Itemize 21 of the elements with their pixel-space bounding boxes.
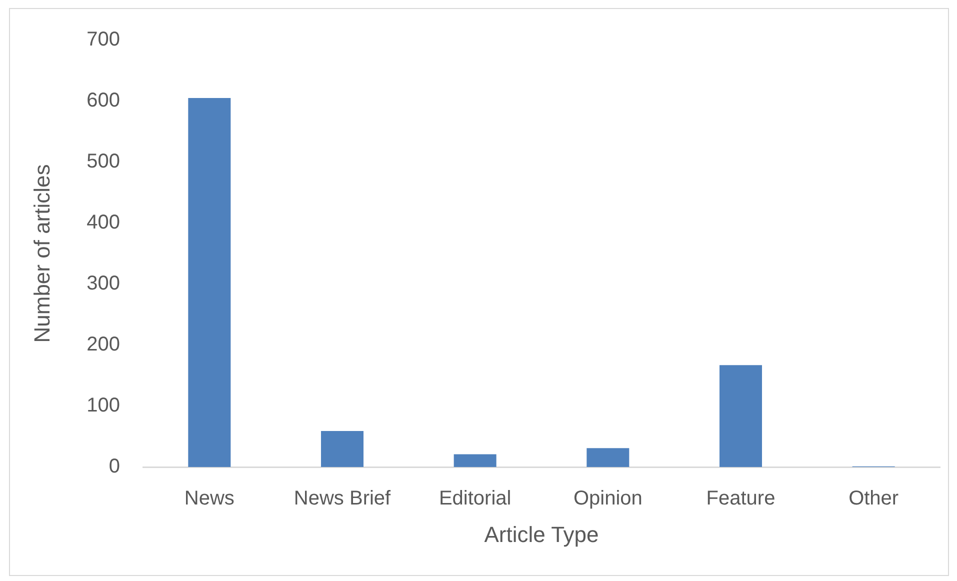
y-tick-label: 0 [108,456,120,478]
y-axis-title: Number of articles [29,164,54,343]
bar [320,431,364,467]
y-tick-label: 100 [86,394,120,417]
y-tick-label: 700 [86,28,120,51]
bar [454,454,496,467]
y-tick-label: 400 [86,212,120,234]
x-tick-label: Opinion [573,488,642,510]
x-tick-label: News [184,488,234,510]
y-tick-label: 200 [86,334,120,356]
bar [719,365,762,467]
x-tick-label: Other [848,488,899,510]
x-axis-title: Article Type [484,522,599,547]
x-tick-label: Editorial [438,488,512,510]
x-tick-label: News Brief [294,488,392,510]
bar [586,448,630,467]
x-tick-label: Feature [706,488,776,510]
y-tick-label: 500 [86,150,120,173]
y-tick-label: 300 [86,272,120,295]
y-tick-label: 600 [86,90,120,112]
bar [188,98,231,467]
